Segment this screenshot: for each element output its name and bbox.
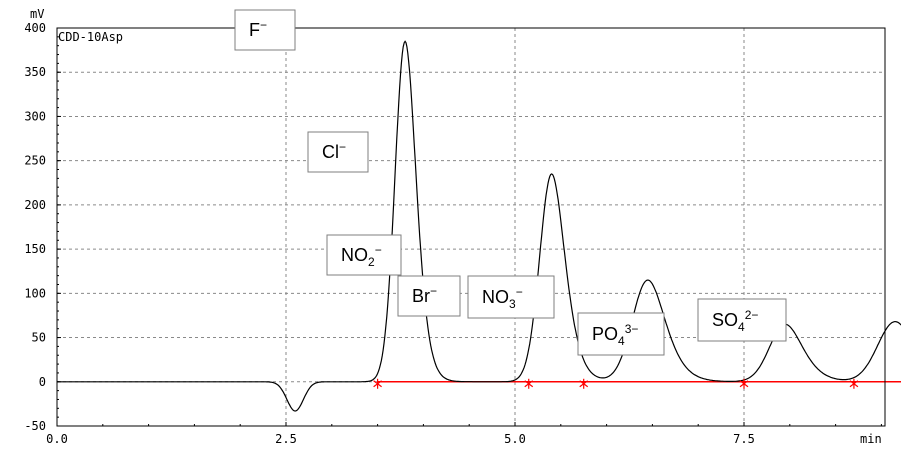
peak-label: Br− (397, 275, 461, 317)
peak-label: Cl− (307, 131, 369, 173)
integration-marker (524, 378, 534, 389)
peak-label-box (467, 275, 555, 319)
integration-marker (373, 378, 382, 389)
y-tick-label: -50 (24, 419, 46, 433)
peak-label-box (697, 298, 787, 342)
y-axis-ticks: -50 0 50 100 150 200 250 300 350 400 (24, 21, 61, 433)
x-tick-label: 5.0 (504, 432, 526, 446)
integration-marker (579, 378, 589, 389)
y-tick-label: 100 (24, 286, 46, 300)
peak-label-box (397, 275, 461, 317)
peak-label-text: Br− (412, 284, 437, 306)
y-tick-label: 350 (24, 65, 46, 79)
x-tick-label: 2.5 (275, 432, 297, 446)
peak-label-text: NO2− (341, 243, 382, 269)
y-tick-label: 300 (24, 109, 46, 123)
peak-label-box (577, 312, 665, 356)
y-axis-unit: mV (30, 7, 44, 21)
peak-label-text: SO42− (712, 308, 758, 334)
chart-title: CDD-10Asp (58, 30, 123, 44)
peak-label-box (326, 234, 402, 276)
peak-label-text: F− (249, 18, 267, 40)
y-tick-label: 0 (39, 375, 46, 389)
integration-marker (849, 378, 859, 389)
peak-label: SO42− (697, 298, 787, 342)
plot-frame (56, 27, 886, 427)
y-tick-label: 400 (24, 21, 46, 35)
peak-label-text: NO3− (482, 285, 523, 311)
x-tick-label: 7.5 (733, 432, 755, 446)
peak-label-text: PO43− (592, 322, 638, 348)
integration-marker (739, 378, 749, 389)
peak-label: F− (234, 9, 296, 51)
peak-label-box (234, 9, 296, 51)
y-tick-label: 200 (24, 198, 46, 212)
x-axis-ticks: 0.02.55.07.510.012.515.0 (46, 422, 882, 446)
peak-label: NO2− (326, 234, 402, 276)
x-tick-label: 0.0 (46, 432, 68, 446)
integration-markers (373, 378, 859, 389)
chromatogram-trace (57, 40, 901, 412)
y-tick-label: 50 (32, 331, 46, 345)
x-axis-unit: min (860, 432, 882, 446)
y-tick-label: 150 (24, 242, 46, 256)
grid-lines (57, 28, 885, 426)
peak-labels: F− Cl− NO2− Br− NO3− PO43− SO42− (234, 9, 787, 356)
peak-label: PO43− (577, 312, 665, 356)
peak-label: NO3− (467, 275, 555, 319)
peak-label-box (307, 131, 369, 173)
peak-label-text: Cl− (322, 140, 346, 162)
y-tick-label: 250 (24, 154, 46, 168)
